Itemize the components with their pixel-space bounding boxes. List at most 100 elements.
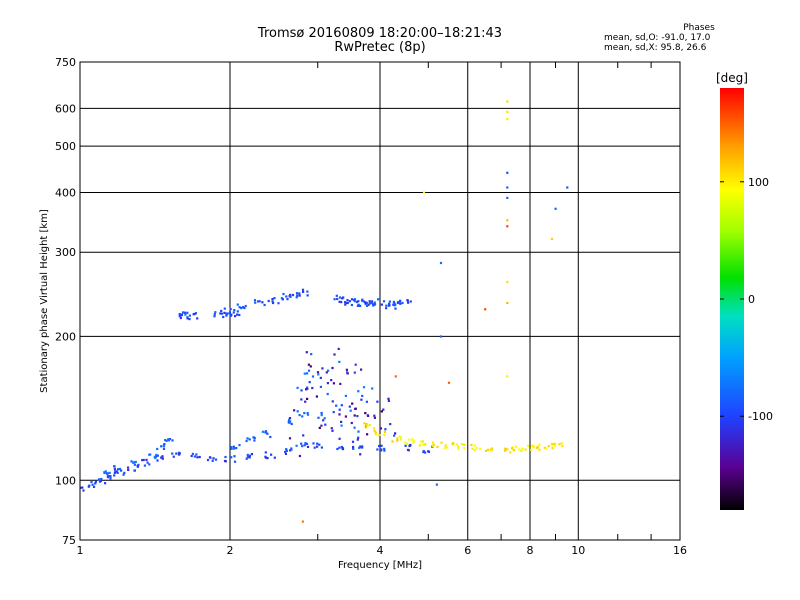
echo-point <box>183 311 186 314</box>
echo-point <box>289 449 292 452</box>
echo-point <box>331 400 334 403</box>
echo-point <box>406 299 409 302</box>
echo-point <box>193 312 196 316</box>
echo-point <box>87 485 90 488</box>
echo-point <box>412 441 415 444</box>
echo-point <box>420 440 423 443</box>
echo-point <box>383 430 386 433</box>
echo-point <box>398 435 401 438</box>
echo-point <box>321 367 324 370</box>
echo-point <box>338 413 341 416</box>
y-tick-label: 500 <box>55 140 76 153</box>
y-tick-label: 600 <box>55 102 76 115</box>
echo-point <box>315 395 318 398</box>
echo-point <box>338 360 341 363</box>
echo-point <box>411 438 414 441</box>
echo-point <box>396 439 399 442</box>
echo-point <box>310 353 313 356</box>
echo-point <box>439 335 443 338</box>
echo-point <box>246 453 249 456</box>
echo-point <box>318 443 321 446</box>
echo-point <box>118 467 122 471</box>
echo-point <box>432 441 435 444</box>
echo-point <box>344 415 347 418</box>
echo-point <box>270 453 273 456</box>
echo-point <box>214 311 217 314</box>
echo-point <box>368 424 371 427</box>
echo-point <box>353 371 356 374</box>
echo-point <box>394 375 397 378</box>
echo-point <box>357 430 360 433</box>
echo-point <box>301 415 304 418</box>
echo-point <box>246 437 249 440</box>
echo-point <box>551 447 554 450</box>
echo-point <box>365 301 368 304</box>
echo-point <box>376 448 379 451</box>
echo-point <box>285 448 288 451</box>
echo-point <box>320 446 323 449</box>
echo-point <box>457 447 460 450</box>
echo-point <box>188 314 191 317</box>
echo-point <box>370 301 373 304</box>
echo-point <box>113 474 116 477</box>
echo-point <box>305 388 308 391</box>
echo-point <box>367 303 370 306</box>
x-tick-label: 8 <box>527 544 534 557</box>
echo-point <box>452 443 455 446</box>
echo-point <box>504 447 507 450</box>
echo-point <box>512 449 515 452</box>
echo-point <box>133 463 136 466</box>
echo-point <box>554 207 557 210</box>
echo-point <box>393 304 396 307</box>
echo-point <box>338 408 341 411</box>
echo-point <box>506 280 509 284</box>
echo-point <box>406 448 410 451</box>
echo-point <box>356 304 359 307</box>
echo-point <box>354 363 357 366</box>
echo-point <box>373 414 376 417</box>
echo-point <box>560 442 563 445</box>
echo-point <box>167 439 170 442</box>
echo-point <box>456 443 459 446</box>
echo-point <box>146 461 149 464</box>
echo-point <box>178 453 181 456</box>
echo-point <box>336 447 339 451</box>
echo-point <box>382 300 386 303</box>
echo-point <box>422 451 425 454</box>
echo-point <box>520 449 523 453</box>
echo-point <box>99 479 102 482</box>
echo-point <box>471 447 474 450</box>
echo-point <box>485 449 488 452</box>
echo-point <box>373 430 376 433</box>
echo-point <box>236 303 239 306</box>
echo-point <box>113 465 116 468</box>
echo-point <box>354 407 357 410</box>
echo-point <box>439 261 443 265</box>
echo-point <box>530 444 533 448</box>
x-tick-label: 2 <box>227 544 234 557</box>
echo-point <box>104 482 107 485</box>
echo-point <box>538 448 541 451</box>
echo-point <box>272 301 275 305</box>
echo-point <box>160 445 163 448</box>
echo-point <box>223 307 226 310</box>
echo-point <box>338 296 342 299</box>
echo-point <box>273 297 276 300</box>
echo-point <box>154 456 157 460</box>
echo-point <box>368 300 371 303</box>
echo-point <box>143 464 146 467</box>
echo-point <box>264 431 267 434</box>
echo-point <box>300 398 303 401</box>
echo-point <box>373 303 377 306</box>
echo-point <box>552 442 555 446</box>
echo-point <box>364 426 367 429</box>
echo-point <box>332 382 335 385</box>
echo-point <box>303 412 306 415</box>
echo-point <box>291 293 295 297</box>
echo-point <box>133 469 136 472</box>
echo-point <box>141 459 144 462</box>
echo-point <box>374 431 377 434</box>
echo-point <box>224 455 227 459</box>
echo-point <box>155 455 158 458</box>
echo-point <box>353 300 356 303</box>
